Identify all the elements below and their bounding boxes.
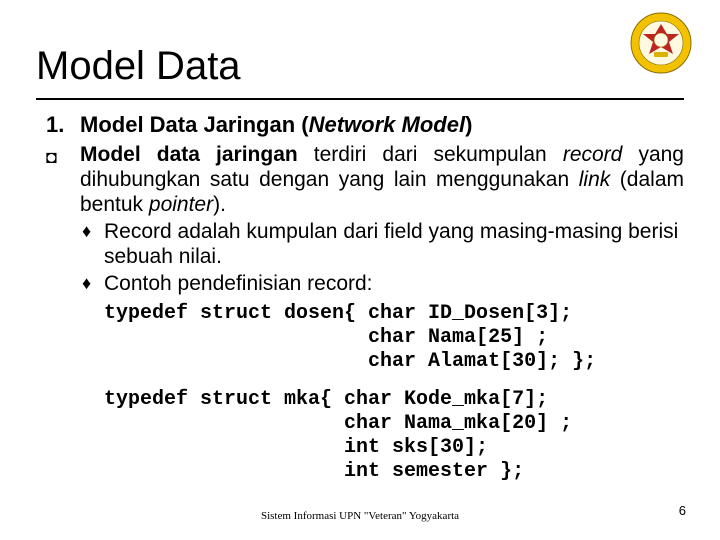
paragraph-row: ◘ Model data jaringan terdiri dari sekum…	[46, 142, 686, 217]
diamond-bullet-icon: ♦	[80, 271, 104, 296]
diamond-bullet-icon: ♦	[80, 219, 104, 244]
para-it3: pointer	[149, 193, 213, 216]
sub-list: ♦ Record adalah kumpulan dari field yang…	[80, 219, 684, 296]
heading-row: 1. Model Data Jaringan (Network Model)	[46, 112, 686, 138]
slide-title: Model Data	[36, 44, 241, 89]
sub-text-2: Contoh pendefinisian record:	[104, 271, 684, 296]
para-p1: terdiri dari sekumpulan	[298, 143, 563, 166]
paragraph-text: Model data jaringan terdiri dari sekumpu…	[80, 142, 684, 217]
university-logo	[630, 12, 692, 74]
square-bullet-icon: ◘	[46, 142, 80, 170]
code-block-1: typedef struct dosen{ char ID_Dosen[3]; …	[104, 302, 686, 374]
content-area: 1. Model Data Jaringan (Network Model) ◘…	[46, 112, 686, 484]
heading-italic: Network Model	[309, 112, 465, 137]
heading-number: 1.	[46, 112, 80, 138]
page-number: 6	[679, 503, 686, 518]
title-underline	[36, 98, 684, 100]
sub-text-1: Record adalah kumpulan dari field yang m…	[104, 219, 684, 269]
heading-close: )	[465, 112, 472, 137]
para-p4: ).	[213, 193, 226, 216]
code-block-2: typedef struct mka{ char Kode_mka[7]; ch…	[104, 388, 686, 484]
heading-text: Model Data Jaringan (Network Model)	[80, 112, 472, 138]
para-it2: link	[579, 168, 611, 191]
para-lead-bold: Model data jaringan	[80, 143, 298, 166]
sub-item-1: ♦ Record adalah kumpulan dari field yang…	[80, 219, 684, 269]
sub-item-2: ♦ Contoh pendefinisian record:	[80, 271, 684, 296]
heading-plain: Model Data Jaringan (	[80, 112, 309, 137]
para-it1: record	[563, 143, 623, 166]
footer-text: Sistem Informasi UPN "Veteran" Yogyakart…	[0, 510, 720, 522]
